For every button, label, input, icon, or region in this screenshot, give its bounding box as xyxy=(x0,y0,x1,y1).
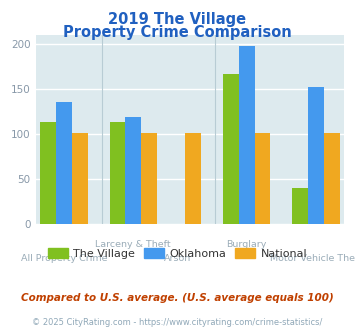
Bar xyxy=(324,133,340,224)
Bar xyxy=(110,122,125,224)
Bar xyxy=(40,122,56,224)
Bar xyxy=(141,133,157,224)
Bar xyxy=(185,133,201,224)
Text: Burglary: Burglary xyxy=(226,240,267,248)
Bar xyxy=(293,188,308,224)
Text: Larceny & Theft: Larceny & Theft xyxy=(95,240,171,248)
Bar xyxy=(223,74,239,224)
Text: 2019 The Village: 2019 The Village xyxy=(108,12,247,26)
Bar xyxy=(239,47,255,224)
Text: Compared to U.S. average. (U.S. average equals 100): Compared to U.S. average. (U.S. average … xyxy=(21,293,334,303)
Bar xyxy=(255,133,270,224)
Bar xyxy=(125,117,141,224)
Bar xyxy=(308,87,324,224)
Text: Property Crime Comparison: Property Crime Comparison xyxy=(63,25,292,40)
Text: All Property Crime: All Property Crime xyxy=(21,254,107,263)
Text: © 2025 CityRating.com - https://www.cityrating.com/crime-statistics/: © 2025 CityRating.com - https://www.city… xyxy=(32,318,323,327)
Bar xyxy=(72,133,87,224)
Text: Motor Vehicle Theft: Motor Vehicle Theft xyxy=(270,254,355,263)
Bar xyxy=(56,102,72,224)
Text: Arson: Arson xyxy=(164,254,191,263)
Legend: The Village, Oklahoma, National: The Village, Oklahoma, National xyxy=(43,244,312,263)
